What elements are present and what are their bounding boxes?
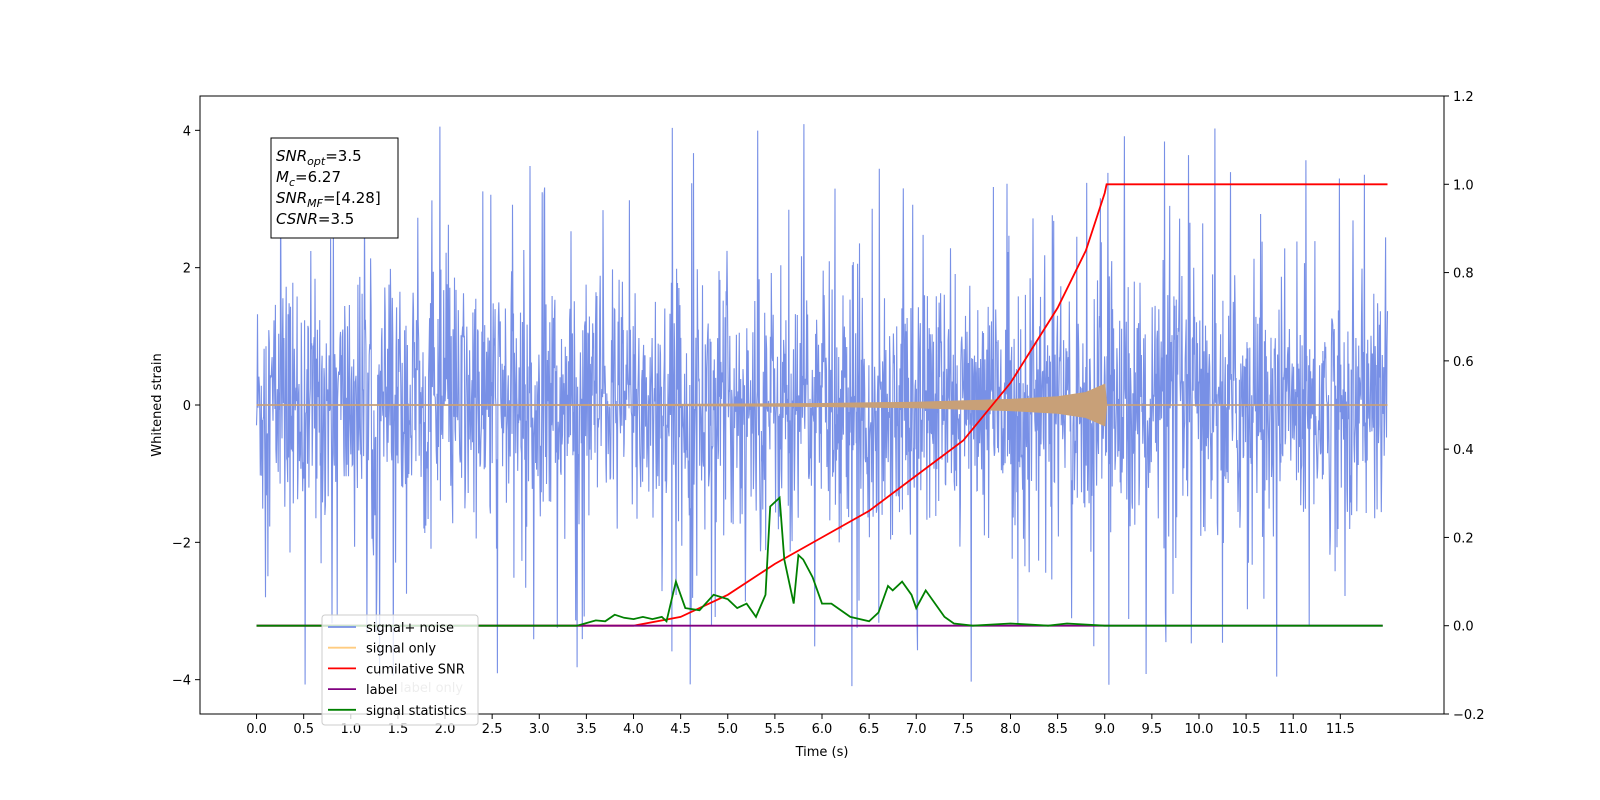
x-tick-label: 11.0 (1279, 722, 1308, 737)
y-tick-label: −2 (172, 536, 191, 551)
series-signal-only (256, 383, 1388, 427)
stats-box-frame (270, 137, 399, 239)
legend-label: label (366, 683, 397, 698)
x-tick-label: 0.0 (246, 722, 267, 737)
x-tick-label: 7.5 (953, 722, 974, 737)
series-signal-noise (255, 124, 1389, 687)
x-tick-label: 7.0 (906, 722, 927, 737)
y2-tick-label: 1.2 (1453, 90, 1474, 105)
y-tick-label: 4 (183, 124, 191, 139)
y2-tick-label: 0.2 (1453, 531, 1474, 546)
series-signal-statistics (256, 495, 1383, 627)
legend-label: cumilative SNR (366, 662, 465, 677)
y-tick-label: 2 (183, 262, 191, 277)
plot-area (255, 124, 1389, 687)
x-axis-label: Time (s) (795, 745, 849, 760)
x-tick-label: 2.0 (435, 722, 456, 737)
x-tick-label: 8.0 (1000, 722, 1021, 737)
stats-line: CSNR=3.5 (276, 210, 354, 228)
y2-tick-label: −0.2 (1453, 708, 1485, 723)
stats-line: SNRMF=[4.28] (276, 189, 381, 210)
x-tick-label: 11.5 (1326, 722, 1355, 737)
x-tick-label: 5.0 (717, 722, 738, 737)
legend-label: signal only (366, 642, 436, 657)
y-tick-label: 0 (183, 399, 191, 414)
y2-tick-label: 0.0 (1453, 620, 1474, 635)
y-axis-left: 4 2 0 −2 −4 (172, 124, 200, 689)
x-tick-label: 1.0 (340, 722, 361, 737)
x-tick-label: 4.0 (623, 722, 644, 737)
noise-line (255, 124, 1389, 687)
y2-tick-label: 1.0 (1453, 178, 1474, 193)
y-axis-label: Whitened strain (150, 353, 165, 456)
y2-tick-label: 0.6 (1453, 355, 1474, 370)
y2-tick-label: 0.8 (1453, 267, 1474, 282)
y-tick-label: −4 (172, 674, 191, 689)
x-tick-label: 0.5 (293, 722, 314, 737)
x-tick-label: 3.5 (576, 722, 597, 737)
x-tick-label: 10.5 (1232, 722, 1261, 737)
signal-statistics-line (256, 495, 1383, 627)
x-tick-label: 8.5 (1047, 722, 1068, 737)
legend-label: signal+ noise (366, 621, 454, 636)
x-tick-label: 6.5 (859, 722, 880, 737)
x-tick-label: 2.5 (482, 722, 503, 737)
legend-frame (321, 614, 479, 726)
x-tick-label: 4.5 (670, 722, 691, 737)
x-tick-label: 6.0 (812, 722, 833, 737)
x-tick-label: 5.5 (765, 722, 786, 737)
x-tick-label: 3.0 (529, 722, 550, 737)
x-tick-label: 9.0 (1094, 722, 1115, 737)
legend-label: signal statistics (366, 704, 467, 719)
stats-line: SNRopt=3.5 (276, 147, 362, 168)
stats-line: Mc=6.27 (276, 168, 341, 189)
y2-tick-label: 0.4 (1453, 443, 1474, 458)
y-axis-right: 1.2 1.0 0.8 0.6 0.4 0.2 0.0 −0.2 (1444, 90, 1485, 723)
x-tick-label: 1.5 (388, 722, 409, 737)
x-axis: 0.0 0.5 1.0 1.5 2.0 2.5 3.0 3.5 4.0 4.5 5.0 5.5 6.0 6… (246, 714, 1355, 737)
x-tick-label: 9.5 (1142, 722, 1163, 737)
x-tick-label: 10.0 (1184, 722, 1213, 737)
